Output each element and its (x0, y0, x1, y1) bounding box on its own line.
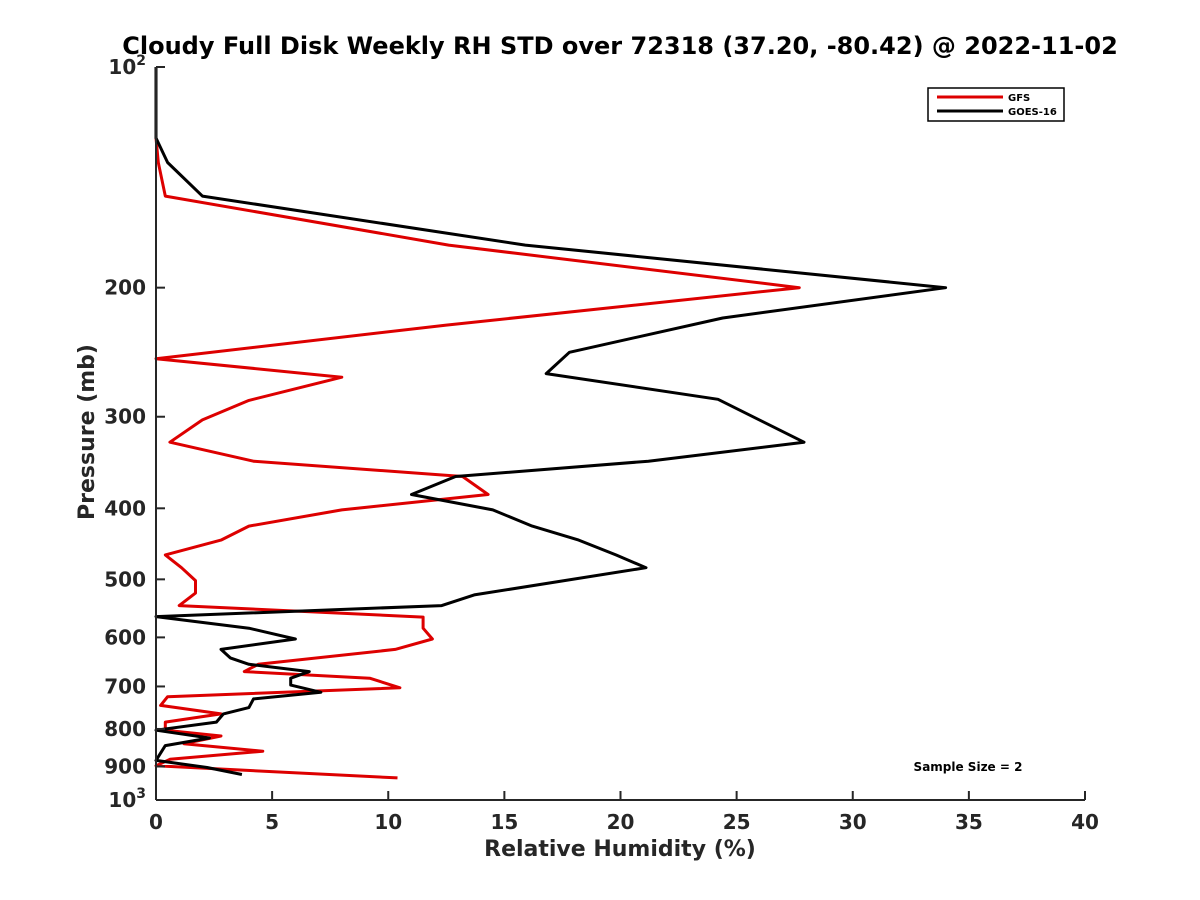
y-tick-label: 200 (104, 276, 146, 300)
x-tick-label: 20 (607, 810, 635, 834)
x-tick-label: 10 (374, 810, 402, 834)
x-tick-label: 40 (1071, 810, 1099, 834)
y-tick-label: 600 (104, 625, 146, 649)
x-tick-label: 0 (149, 810, 163, 834)
series-layer (154, 67, 948, 780)
y-tick-label: 300 (104, 405, 146, 429)
x-axis-label: Relative Humidity (%) (484, 837, 756, 862)
legend-label-gfs: GFS (1008, 93, 1030, 104)
legend-box (927, 87, 1065, 122)
y-tick-label: 400 (104, 496, 146, 520)
y-axis-ticks: 102 200 300 400 500 600 700 800 900 103 (104, 53, 165, 812)
y-tick-label: 103 (108, 786, 146, 812)
y-tick-label: 500 (104, 567, 146, 591)
x-tick-label: 25 (723, 810, 751, 834)
x-axis-ticks: 0 5 10 15 20 25 30 35 40 (149, 791, 1099, 834)
x-tick-label: 15 (490, 810, 518, 834)
legend-label-goes16: GOES-16 (1008, 107, 1057, 118)
y-tick-label: 900 (104, 754, 146, 778)
x-tick-label: 35 (955, 810, 983, 834)
chart-title: Cloudy Full Disk Weekly RH STD over 7231… (122, 32, 1118, 60)
legend: GFS GOES-16 (927, 87, 1065, 122)
series-line-gfs (154, 67, 801, 780)
y-tick-label: 102 (108, 53, 146, 79)
x-tick-label: 30 (839, 810, 867, 834)
y-tick-label: 700 (104, 674, 146, 698)
y-axis-label: Pressure (mb) (75, 344, 100, 520)
y-tick-label: 800 (104, 717, 146, 741)
sample-size-annotation: Sample Size = 2 (914, 760, 1023, 774)
series-line-goes16 (154, 67, 948, 776)
x-tick-label: 5 (265, 810, 279, 834)
